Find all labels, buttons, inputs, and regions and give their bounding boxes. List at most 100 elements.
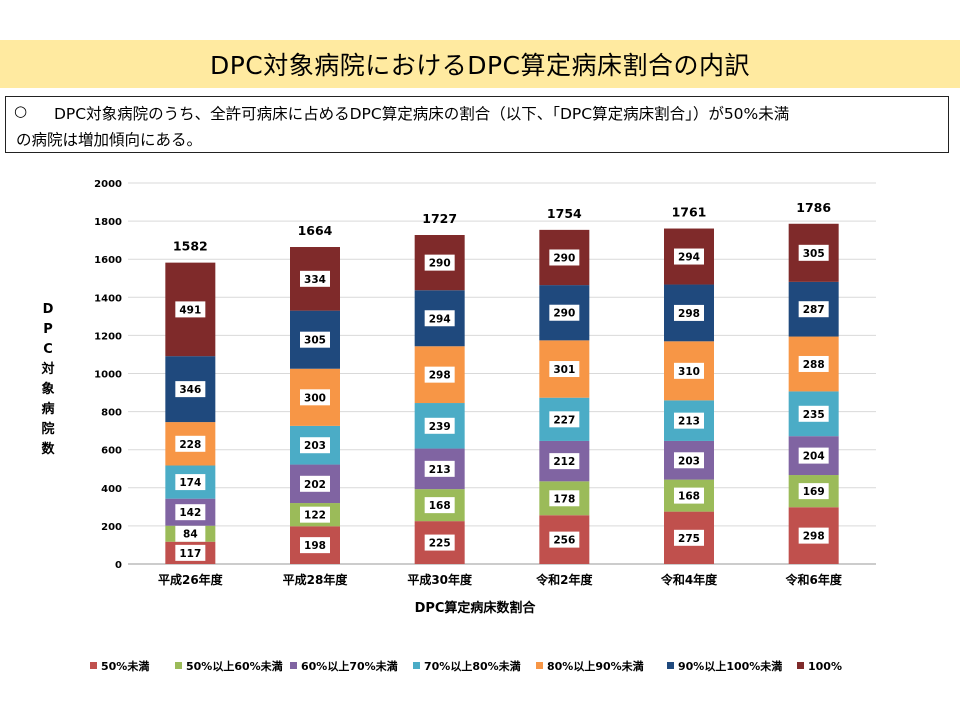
legend-swatch [413, 662, 420, 669]
data-label-box [424, 497, 455, 514]
data-label-box [424, 460, 455, 477]
data-label: 491 [179, 304, 201, 316]
bar-segment [788, 281, 839, 337]
summary-note: ○ DPC対象病院のうち、全許可病床に占めるDPC算定病床の割合（以下、「DPC… [5, 96, 949, 153]
data-label-box [798, 447, 829, 464]
bar-segment [165, 262, 216, 357]
data-label-box [300, 331, 330, 348]
data-label-box [674, 304, 704, 321]
data-label-box [798, 405, 829, 422]
data-label-box [175, 474, 206, 491]
bar-segment [788, 391, 839, 437]
data-label: 168 [678, 491, 700, 503]
data-label: 202 [304, 479, 326, 491]
data-label-box [798, 483, 829, 500]
data-label: 203 [304, 440, 326, 452]
data-label-box [674, 412, 704, 429]
data-label-box [300, 389, 330, 406]
legend-item: 50%以上60%未満 [175, 659, 283, 673]
page-title: DPC対象病院におけるDPC算定病床割合の内訳 [209, 51, 751, 80]
x-tick-label: 令和2年度 [535, 572, 593, 587]
data-label-box [674, 362, 704, 379]
data-label-box [300, 506, 330, 523]
data-label-box [424, 534, 455, 551]
data-label: 84 [183, 529, 198, 541]
bar-segment [664, 440, 714, 480]
legend-label: 50%未満 [101, 659, 149, 673]
bar-segment [290, 310, 340, 369]
legend-item: 90%以上100%未満 [667, 659, 782, 673]
data-label-box [674, 487, 704, 504]
data-label-box [175, 435, 206, 452]
legend-swatch [290, 662, 297, 669]
legend-item: 60%以上70%未満 [290, 659, 398, 673]
bar-segment [290, 368, 340, 426]
data-label: 288 [803, 359, 825, 371]
y-tick-label: 1600 [94, 255, 122, 266]
data-label: 310 [678, 366, 700, 378]
data-label: 300 [304, 392, 326, 404]
bar-segment [664, 228, 714, 285]
y-tick-label: 1000 [94, 370, 122, 381]
legend-item: 80%以上90%未満 [536, 659, 644, 673]
data-label-box [549, 531, 580, 548]
bar-segment [165, 465, 216, 499]
data-label-box [674, 529, 704, 546]
data-label: 235 [803, 409, 825, 421]
data-label: 227 [553, 414, 575, 426]
y-axis-label: D P C 対象病院数 [40, 302, 55, 457]
bar-segment [788, 436, 839, 476]
bar-segment [539, 397, 590, 441]
bars: 117 84 142 174 228 346 491 1582 198 122 202 203 300 3… [165, 200, 839, 564]
y-tick-label: 200 [101, 522, 122, 533]
x-axis-label: DPC算定病床数割合 [415, 600, 537, 616]
data-label-box [798, 527, 829, 544]
bar-segment [290, 526, 340, 564]
legend-label: 90%以上100%未満 [678, 659, 782, 673]
bar-segment [539, 285, 590, 341]
data-label: 228 [179, 439, 201, 451]
legend-swatch [536, 662, 543, 669]
bar-group: 275 168 203 213 310 298 294 1761 [664, 205, 714, 564]
total-label: 1761 [672, 205, 707, 220]
data-label-box [549, 304, 580, 321]
bar-segment [165, 541, 216, 564]
data-label: 203 [678, 455, 700, 467]
total-label: 1664 [298, 223, 333, 238]
y-tick-label: 600 [101, 446, 122, 457]
bar-segment [414, 346, 465, 404]
data-label: 122 [304, 510, 326, 522]
bar-segment [165, 356, 216, 423]
y-tick-label: 2000 [94, 179, 122, 190]
data-label-box [424, 254, 455, 271]
bar-group: 225 168 213 239 298 294 290 1727 [414, 211, 465, 564]
bar-segment [414, 403, 465, 449]
legend-label: 80%以上90%未満 [547, 659, 644, 673]
data-label: 305 [304, 335, 326, 347]
legend-item: 70%以上80%未満 [413, 659, 521, 673]
data-label-box [674, 452, 704, 469]
data-label-box [549, 411, 580, 428]
bar-segment [290, 247, 340, 311]
data-label: 174 [179, 477, 201, 489]
total-label: 1786 [796, 200, 831, 215]
bar-segment [664, 284, 714, 342]
bar-group: 117 84 142 174 228 346 491 1582 [165, 239, 216, 564]
gridlines [128, 182, 876, 565]
data-label: 178 [553, 493, 575, 505]
data-label: 294 [429, 313, 451, 325]
data-label-box [424, 310, 455, 327]
bar-segment [414, 235, 465, 291]
y-axis-ticks: 0 200 400 600 800 1000 1200 1400 1600 1800 2000 [94, 179, 122, 571]
x-tick-label: 平成26年度 [158, 572, 224, 587]
data-label: 142 [179, 507, 201, 519]
data-label: 239 [429, 421, 451, 433]
data-label-box [300, 537, 330, 554]
data-label-box [549, 361, 580, 378]
data-label-box [549, 490, 580, 507]
bar-group: 198 122 202 203 300 305 334 1664 [290, 223, 340, 564]
legend-swatch [175, 662, 182, 669]
data-label: 198 [304, 540, 326, 552]
bar-segment [788, 475, 839, 508]
y-tick-label: 1400 [94, 293, 122, 304]
